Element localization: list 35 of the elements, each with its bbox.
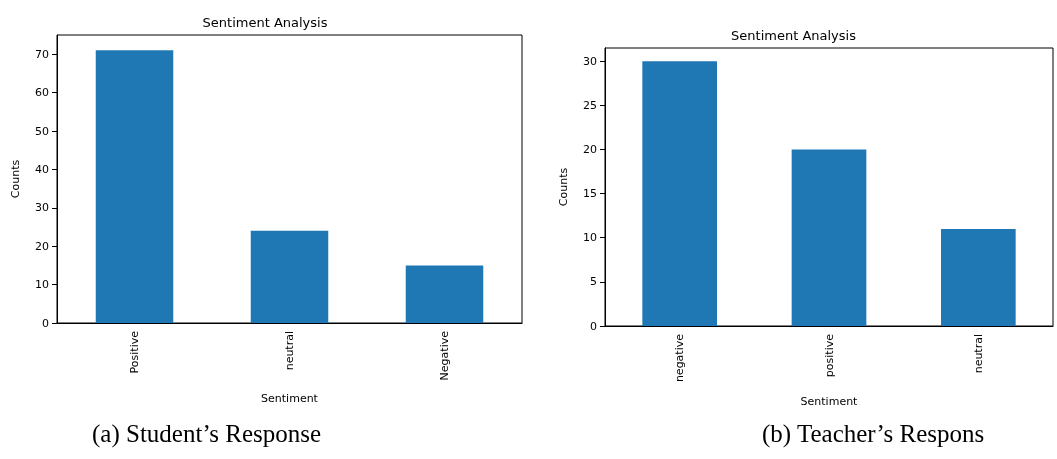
y-tick-label: 15 xyxy=(583,187,597,201)
bar xyxy=(95,50,174,323)
y-tick-label: 60 xyxy=(35,86,49,100)
y-tick-label: 0 xyxy=(590,319,597,333)
y-tick-label: 10 xyxy=(35,278,49,292)
chart-title: Sentiment Analysis xyxy=(731,28,857,43)
y-tick-label: 50 xyxy=(35,124,49,138)
x-axis-title: Sentiment xyxy=(800,395,859,408)
text: (b) Teacher’s Respons xyxy=(762,420,985,448)
y-tick-label: 70 xyxy=(35,47,49,61)
x-tick-label: Negative xyxy=(438,330,451,381)
y-tick-label: 5 xyxy=(590,275,597,289)
text: (a) Student’s Response xyxy=(92,420,322,448)
bar xyxy=(405,265,484,323)
bar xyxy=(791,149,867,326)
y-axis-title: Counts xyxy=(9,159,22,199)
x-tick-label: negative xyxy=(673,333,687,383)
y-tick-label: 30 xyxy=(583,54,597,68)
y-axis-title: Counts xyxy=(557,167,570,207)
y-tick-label: 20 xyxy=(583,142,597,156)
y-tick-label: 30 xyxy=(35,201,49,215)
bar xyxy=(642,61,717,326)
bar xyxy=(250,230,329,323)
y-tick-label: 10 xyxy=(583,231,597,245)
y-tick-label: 25 xyxy=(583,98,597,112)
y-tick-label: 0 xyxy=(42,316,49,330)
chart-title: Sentiment Analysis xyxy=(202,15,328,30)
x-tick-label: positive xyxy=(822,333,836,378)
x-tick-label: neutral xyxy=(283,331,296,371)
y-tick-label: 20 xyxy=(35,239,49,253)
y-tick-label: 40 xyxy=(35,162,49,176)
x-axis-title: Sentiment xyxy=(261,392,319,405)
bar xyxy=(941,228,1016,326)
x-tick-label: Positive xyxy=(128,330,141,374)
x-tick-label: neutral xyxy=(971,334,985,374)
